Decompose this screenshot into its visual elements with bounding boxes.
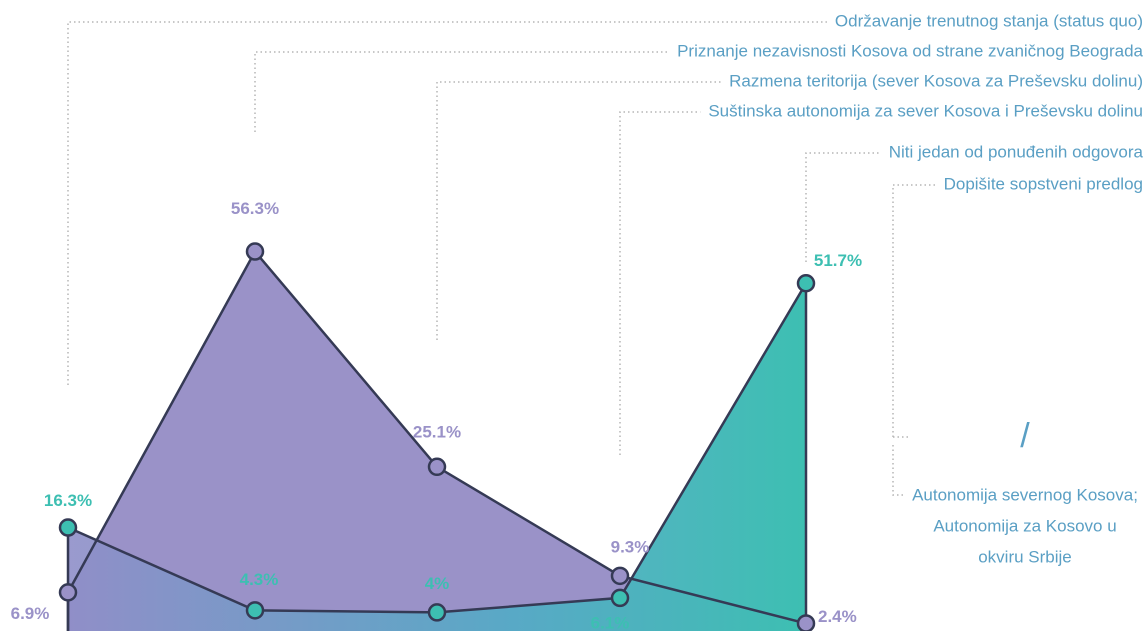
marker [245,601,265,620]
value-label: 56.3% [231,199,279,218]
value-label: 9.3% [611,537,650,556]
marker [427,457,447,477]
marker [610,588,630,608]
leader-line [436,81,722,340]
marker [245,242,265,261]
marker [58,583,78,602]
value-label: 25.1% [413,422,461,441]
value-label: 2.4% [818,607,857,626]
marker [796,274,816,293]
value-label: 16.3% [44,491,92,510]
marker [796,614,816,631]
leader-line [805,152,881,262]
value-label: 6.9% [11,604,50,623]
category-label: Dopišite sopstveni predlog [944,174,1143,193]
leader-line [67,21,827,385]
annotation-symbol: / [1020,417,1030,455]
area [68,251,806,631]
category-label: Priznanje nezavisnosti Kosova od strane … [677,41,1143,60]
marker [427,603,447,622]
value-label: 4% [425,574,450,593]
annotation-line: okviru Srbije [978,547,1072,566]
leader-line [254,51,670,132]
value-label: 4.3% [240,570,279,589]
category-label: Suštinska autonomija za sever Kosova i P… [708,101,1143,120]
area [68,283,806,631]
leader-line [619,111,701,455]
annotation-line: Autonomija za Kosovo u [933,516,1116,535]
value-label: 6.1% [591,613,630,631]
category-label: Niti jedan od ponuđenih odgovora [889,142,1144,161]
marker [610,566,630,586]
leader-line [892,184,936,437]
category-label: Razmena teritorija (sever Kosova za Preš… [729,71,1143,90]
annotation-line: Autonomija severnog Kosova; [912,485,1138,504]
value-label: 51.7% [814,251,862,270]
leader-line [892,436,910,496]
category-label: Održavanje trenutnog stanja (status quo) [835,11,1143,30]
marker [58,518,78,537]
